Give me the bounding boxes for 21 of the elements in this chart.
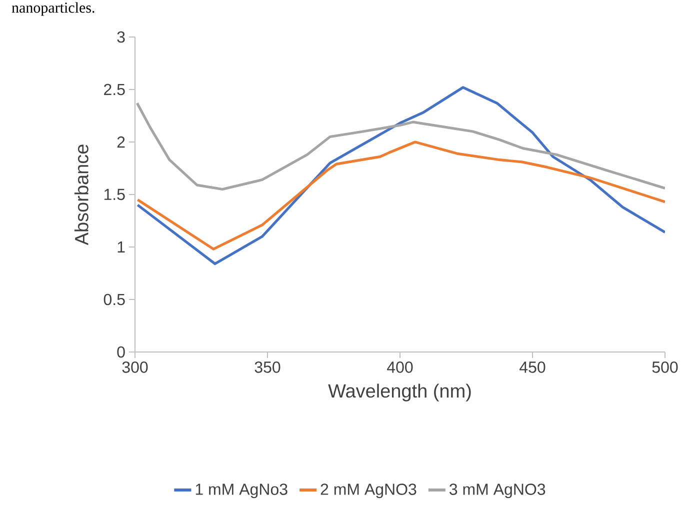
text: nanoparticles. (12, 2, 94, 16)
x-tick-label: 400 (387, 362, 413, 373)
y-tick-label: 1.5 (104, 188, 125, 200)
x-tick-label: 300 (122, 362, 148, 373)
y-tick-label: 0.5 (104, 294, 125, 306)
x-tick-label: 450 (520, 362, 546, 373)
line-series (136, 86, 666, 266)
x-tick-label: 500 (652, 362, 678, 373)
y-tick-label: 2.5 (104, 84, 125, 96)
legend-label: 3 mM AgNO3 (450, 484, 546, 498)
line-series (136, 140, 666, 250)
y-tick-label: 1 (118, 241, 125, 253)
y-tick-label: 3 (117, 31, 125, 43)
y-axis-title: Absorbance (74, 144, 88, 246)
x-tick-label: 350 (254, 362, 280, 373)
y-tick-label: 0 (117, 346, 125, 358)
y-tick-label: 2 (117, 136, 125, 148)
legend-label: 2 mM AgNO3 (320, 484, 416, 498)
legend-label: 1 mM AgNo3 (196, 484, 288, 498)
line-series (136, 102, 666, 191)
x-axis-title: Wavelength (nm) (328, 384, 471, 402)
